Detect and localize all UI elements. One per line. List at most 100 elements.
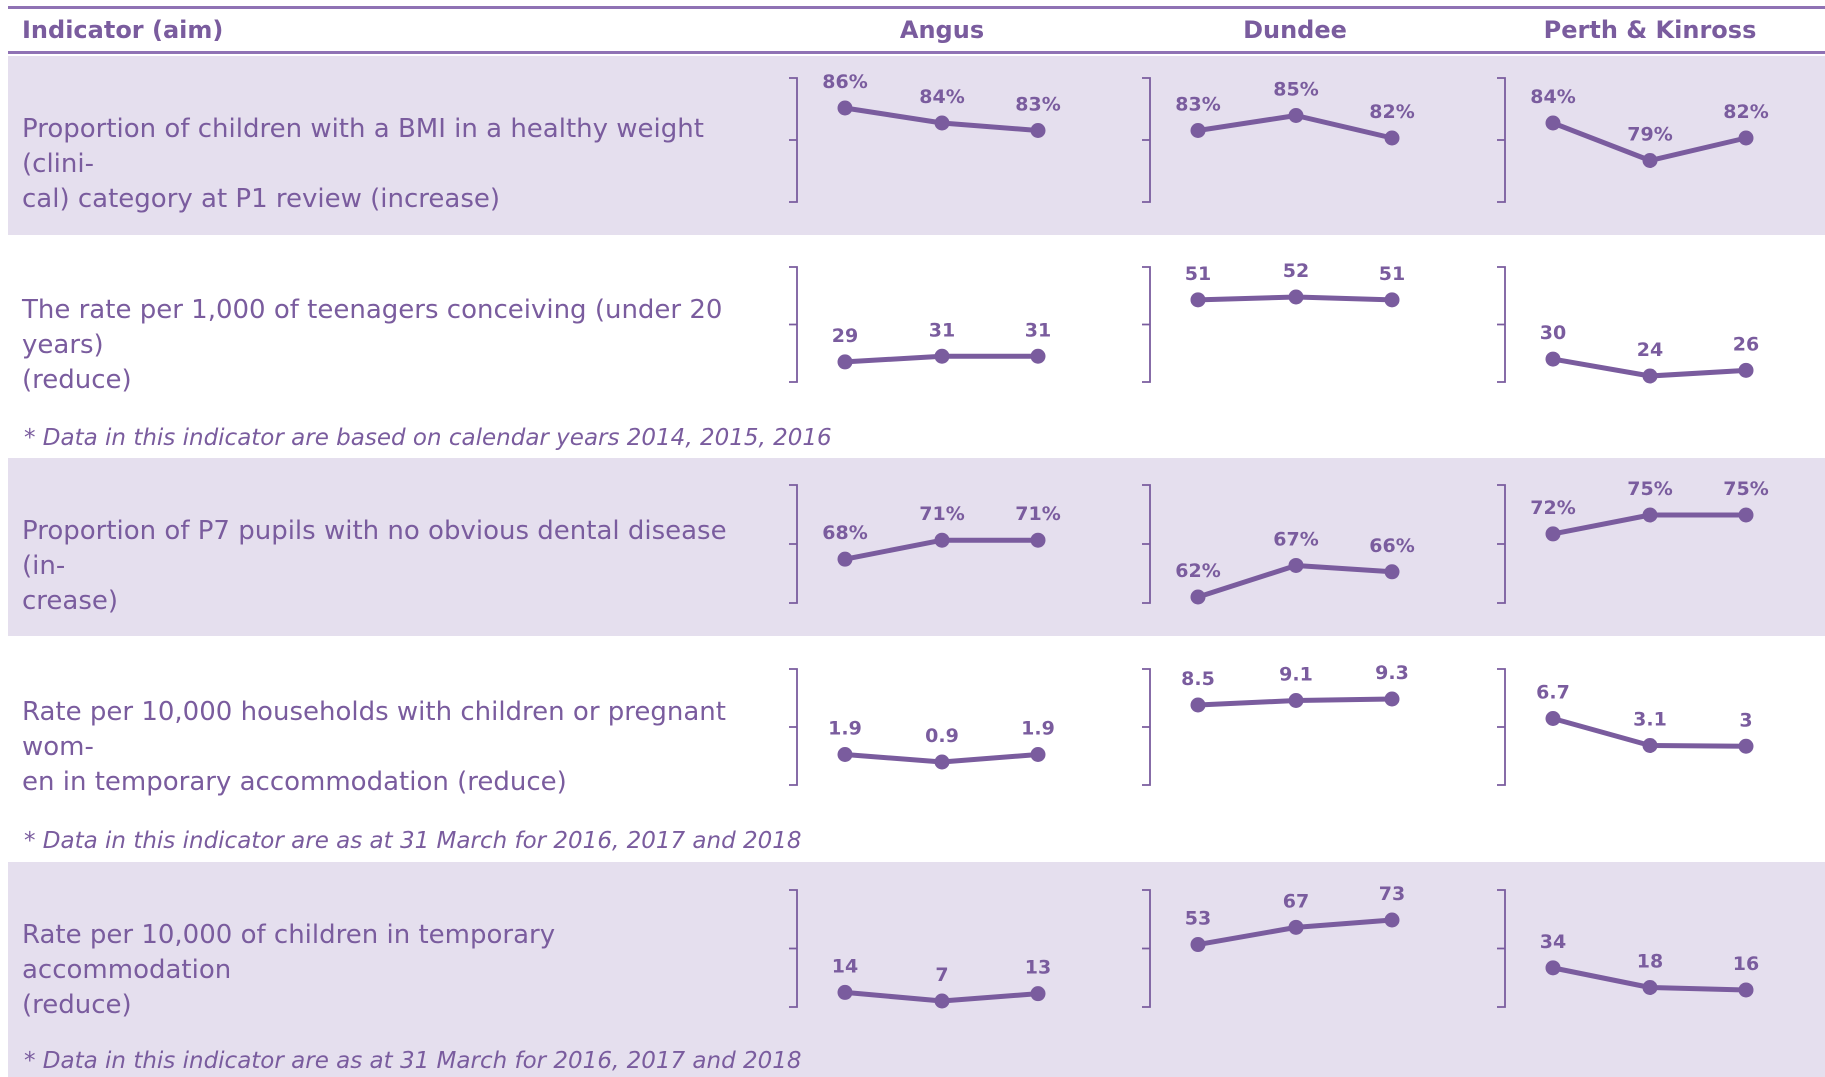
data-label: 9.1 (1279, 664, 1313, 686)
data-label: 24 (1637, 339, 1663, 361)
data-point (1738, 362, 1754, 378)
data-point (1738, 738, 1754, 754)
data-label: 66% (1369, 535, 1414, 557)
footnote-children-temp: * Data in this indicator are as at 31 Ma… (24, 1048, 802, 1074)
data-label: 83% (1175, 94, 1220, 116)
data-point (1030, 123, 1046, 138)
data-label: 13 (1025, 957, 1051, 979)
data-label: 16 (1733, 953, 1759, 975)
data-label: 7 (935, 964, 948, 986)
data-label: 9.3 (1375, 662, 1409, 684)
data-point (837, 551, 853, 567)
data-label: 34 (1540, 931, 1566, 953)
data-point (1545, 960, 1561, 976)
indicator-text-children-temp: Rate per 10,000 of children in temporary… (22, 920, 556, 1020)
sparkline-0: 29 31 31 (789, 266, 1051, 383)
sparkline-2: 84% 79% 82% (1497, 77, 1769, 203)
data-point (1384, 564, 1400, 580)
data-point (1642, 980, 1658, 995)
data-point (934, 348, 950, 364)
data-point (1384, 691, 1400, 707)
data-label: 0.9 (925, 725, 959, 747)
data-point (1545, 115, 1561, 131)
data-point (1190, 292, 1206, 308)
data-point (1190, 589, 1206, 605)
data-point (1190, 937, 1206, 953)
data-point (1288, 289, 1304, 305)
data-point (1288, 693, 1304, 708)
data-point (934, 993, 950, 1009)
sparkline-0: 86% 84% 83% (789, 71, 1061, 203)
data-point (1384, 292, 1400, 308)
sparkline-1: 8.5 9.1 9.3 (1142, 662, 1409, 786)
sparkline-axis (789, 668, 798, 786)
sparkline-axis (1497, 484, 1506, 604)
data-label: 86% (822, 71, 867, 93)
data-point (1384, 130, 1400, 146)
sparkline-axis (789, 266, 798, 383)
area-header-dundee: Dundee (1243, 16, 1347, 44)
data-point (1545, 526, 1561, 542)
data-point (1190, 123, 1206, 138)
sparkline-axis (1142, 266, 1151, 383)
data-label: 82% (1369, 101, 1414, 123)
data-label: 84% (919, 86, 964, 108)
sparkline-0: 68% 71% 71% (789, 484, 1061, 604)
indicator-row-band (8, 862, 1825, 1077)
data-point (837, 984, 853, 1000)
sparkline-axis (1142, 668, 1151, 786)
sparkline-1: 62% 67% 66% (1142, 484, 1415, 605)
data-label: 62% (1175, 560, 1220, 582)
sparkline-axis (1142, 77, 1151, 203)
data-point (1738, 982, 1754, 998)
data-label: 71% (919, 503, 964, 525)
data-label: 79% (1627, 124, 1672, 146)
footnote-teen-conception: * Data in this indicator are based on ca… (24, 425, 832, 451)
sparkline-1: 51 52 51 (1142, 260, 1405, 383)
sparkline-0: 1.9 0.9 1.9 (789, 668, 1055, 786)
sparkline-axis (1497, 668, 1506, 786)
data-label: 72% (1530, 497, 1575, 519)
data-label: 14 (832, 955, 858, 977)
data-point (1545, 351, 1561, 367)
data-label: 31 (929, 319, 955, 341)
data-point (1190, 697, 1206, 713)
sparkline-2: 6.7 3.1 3 (1497, 668, 1754, 786)
data-label: 75% (1723, 478, 1768, 500)
data-point (1384, 912, 1400, 928)
indicator-row-band (8, 56, 1825, 235)
data-label: 3.1 (1633, 709, 1667, 731)
data-label: 83% (1015, 94, 1060, 116)
data-label: 82% (1723, 101, 1768, 123)
area-header-perth-kinross: Perth & Kinross (1543, 16, 1757, 44)
sparkline-2: 30 24 26 (1497, 266, 1759, 384)
data-label: 68% (822, 522, 867, 544)
data-label: 26 (1733, 333, 1759, 355)
data-point (1642, 738, 1658, 753)
sparkline-1: 53 67 73 (1142, 883, 1405, 1008)
sparkline-axis (1497, 77, 1506, 203)
data-point (1545, 711, 1561, 726)
data-point (1288, 919, 1304, 935)
data-label: 67 (1283, 890, 1309, 912)
data-point (1288, 108, 1304, 123)
indicator-row-band (8, 640, 1825, 858)
indicator-text-teen-conception: The rate per 1,000 of teenagers conceivi… (22, 295, 723, 395)
data-label: 75% (1627, 478, 1672, 500)
data-point (1030, 348, 1046, 364)
data-label: 52 (1283, 260, 1309, 282)
indicator-row-band (8, 239, 1825, 454)
data-label: 31 (1025, 319, 1051, 341)
data-label: 1.9 (828, 718, 862, 740)
indicator-text-bmi: Proportion of children with a BMI in a h… (22, 114, 704, 214)
area-header-angus: Angus (899, 16, 985, 44)
data-label: 84% (1530, 86, 1575, 108)
data-label: 6.7 (1536, 682, 1570, 704)
indicator-text-dental: Proportion of P7 pupils with no obvious … (22, 516, 727, 616)
header-top-rule (8, 6, 1825, 9)
data-point (1030, 986, 1046, 1002)
sparkline-axis (1142, 484, 1151, 604)
sparkline-1: 83% 85% 82% (1142, 77, 1415, 203)
data-point (1288, 557, 1304, 573)
indicator-column-header: Indicator (aim) (22, 16, 224, 44)
